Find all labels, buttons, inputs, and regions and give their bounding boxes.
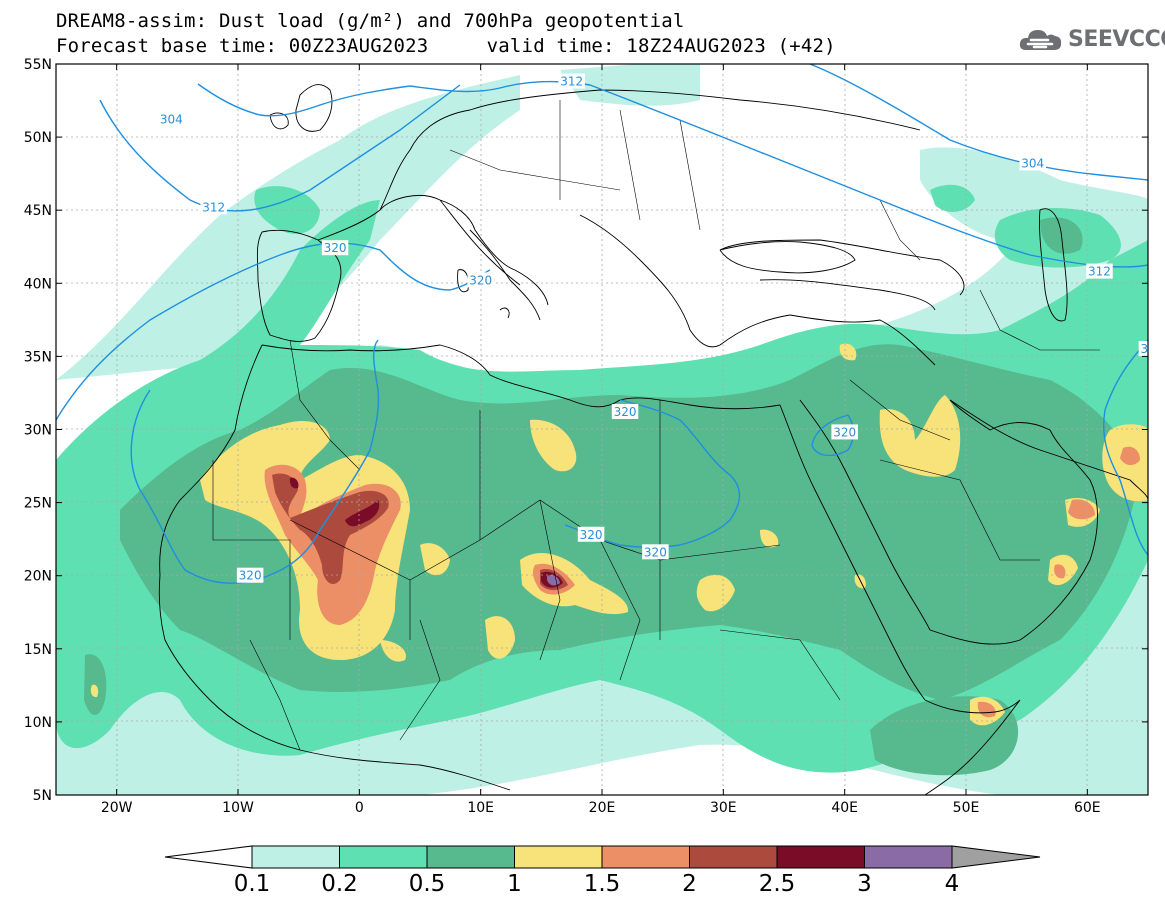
lat-label: 25N bbox=[24, 496, 52, 512]
latitude-labels: 55N 50N 45N 40N 35N 30N 25N 20N 15N 10N 5N bbox=[24, 57, 52, 804]
lat-label: 40N bbox=[24, 276, 52, 292]
svg-text:312: 312 bbox=[560, 75, 583, 89]
colorbar-under-arrow bbox=[164, 845, 253, 869]
lon-label: 50E bbox=[953, 800, 980, 816]
lon-label: 60E bbox=[1074, 800, 1101, 816]
colorbar-swatch bbox=[864, 845, 953, 869]
svg-text:320: 320 bbox=[644, 545, 667, 559]
svg-text:320: 320 bbox=[833, 425, 856, 439]
lon-label: 10E bbox=[467, 800, 494, 816]
contour-label: 304 bbox=[158, 111, 185, 127]
contour-label: 320 bbox=[611, 403, 639, 419]
lat-label: 45N bbox=[24, 203, 52, 219]
colorbar-label: 0.1 bbox=[234, 871, 271, 897]
contour-label: 320 bbox=[577, 526, 605, 542]
colorbar-label: 0.2 bbox=[321, 871, 358, 897]
colorbar-swatch bbox=[689, 845, 778, 869]
colorbar-label: 4 bbox=[945, 871, 960, 897]
colorbar-swatch bbox=[339, 845, 428, 869]
contour-320-sahara bbox=[564, 399, 741, 548]
lon-label: 0 bbox=[355, 800, 364, 816]
lon-label: 20W bbox=[101, 800, 133, 816]
lat-label: 10N bbox=[24, 715, 52, 731]
svg-text:320: 320 bbox=[614, 405, 637, 419]
lon-label: 40E bbox=[831, 800, 858, 816]
contour-320-africa bbox=[130, 339, 380, 584]
logo-text: SEEVCCC bbox=[1068, 26, 1165, 52]
country-borders bbox=[212, 100, 1100, 751]
svg-text:320: 320 bbox=[239, 569, 262, 583]
colorbar-swatch bbox=[426, 845, 515, 869]
lon-label: 10W bbox=[222, 800, 254, 816]
colorbar-swatch bbox=[776, 845, 865, 869]
contour-label: 312 bbox=[1086, 263, 1113, 279]
map-area: 304 312 304 312 320 320 312 3 320 320 320 320 320 bbox=[56, 64, 1149, 795]
cloud-logo-icon bbox=[1019, 30, 1062, 50]
svg-text:320: 320 bbox=[580, 528, 603, 542]
colorbar-label: 1 bbox=[507, 871, 522, 897]
longitude-labels: 20W 10W 0 10E 20E 30E 40E 50E 60E bbox=[101, 800, 1101, 816]
lat-label: 20N bbox=[24, 569, 52, 585]
coastlines bbox=[158, 84, 1148, 795]
colorbar-label: 3 bbox=[857, 871, 872, 897]
contour-320-east bbox=[1103, 339, 1148, 556]
colorbar-over-arrow bbox=[951, 845, 1041, 869]
colorbar-swatch bbox=[251, 845, 340, 869]
contour-label: 320 bbox=[831, 424, 858, 440]
contour-label: 304 bbox=[1019, 155, 1046, 171]
graticule bbox=[56, 64, 1148, 795]
contour-304-west bbox=[197, 83, 411, 117]
colorbar-swatch bbox=[514, 845, 603, 869]
lon-label: 20E bbox=[589, 800, 616, 816]
lat-label: 35N bbox=[24, 349, 52, 365]
contour-label: 320 bbox=[467, 272, 494, 288]
contour-312-north bbox=[409, 80, 1148, 268]
svg-text:304: 304 bbox=[1021, 156, 1044, 170]
lat-label: 50N bbox=[24, 130, 52, 146]
lat-label: 5N bbox=[33, 788, 52, 804]
contour-labels: 304 312 304 312 320 320 312 3 320 320 320 320 320 bbox=[158, 73, 1149, 583]
lon-label: 30E bbox=[710, 800, 737, 816]
axis-ticks bbox=[56, 63, 1148, 796]
svg-text:320: 320 bbox=[469, 273, 492, 287]
contour-320-main bbox=[56, 242, 491, 421]
contour-label: 320 bbox=[321, 240, 349, 256]
contour-label: 320 bbox=[642, 544, 669, 560]
svg-text:3: 3 bbox=[1141, 342, 1149, 356]
colorbar-label: 2.5 bbox=[759, 871, 796, 897]
lat-label: 30N bbox=[24, 423, 52, 439]
svg-text:312: 312 bbox=[202, 200, 225, 214]
contour-label: 320 bbox=[236, 567, 264, 583]
colorbar: 0.1 0.2 0.5 1 1.5 2 2.5 3 4 bbox=[164, 845, 1041, 897]
contour-label: 3 bbox=[1138, 341, 1149, 357]
contour-304-east bbox=[809, 64, 1148, 181]
colorbar-swatch bbox=[601, 845, 690, 869]
contour-label: 312 bbox=[200, 199, 227, 215]
map-title: DREAM8-assim: Dust load (g/m²) and 700hP… bbox=[56, 10, 685, 32]
svg-text:312: 312 bbox=[1088, 265, 1111, 279]
svg-text:304: 304 bbox=[160, 113, 183, 127]
forecast-time-line: Forecast base time: 00Z23AUG2023 valid t… bbox=[56, 35, 836, 57]
contour-312-west bbox=[99, 84, 461, 212]
contour-label: 312 bbox=[558, 73, 585, 89]
svg-text:320: 320 bbox=[324, 241, 347, 255]
lat-label: 55N bbox=[24, 57, 52, 73]
lat-label: 15N bbox=[24, 642, 52, 658]
colorbar-label: 1.5 bbox=[584, 871, 621, 897]
seevccc-logo: SEEVCCC bbox=[1018, 24, 1165, 54]
colorbar-label: 0.5 bbox=[409, 871, 446, 897]
colorbar-label: 2 bbox=[682, 871, 697, 897]
